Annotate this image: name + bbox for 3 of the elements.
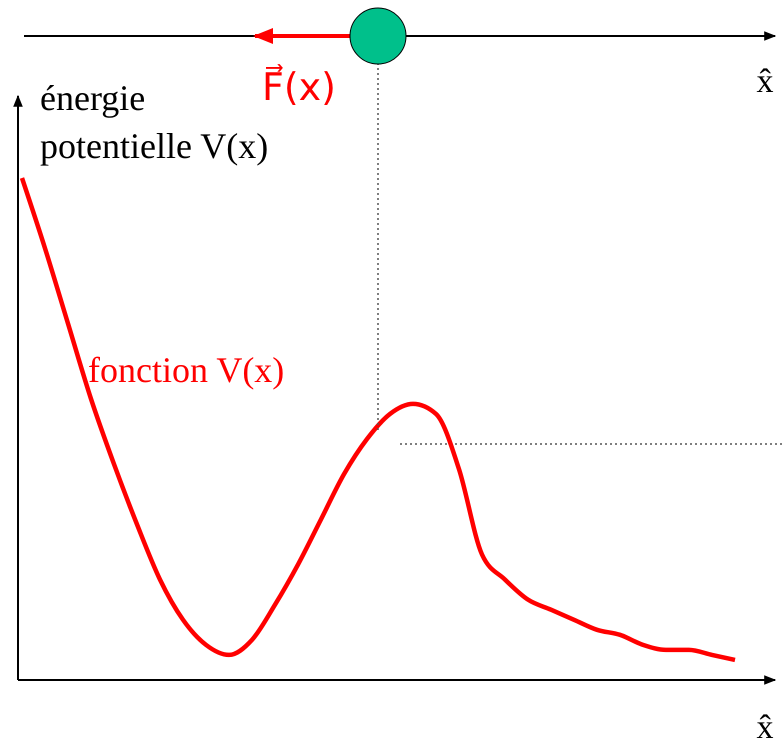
x-axis-title: x̂ xyxy=(756,709,774,744)
text: x̂ xyxy=(756,63,774,100)
annotation: fonction V(x) xyxy=(88,350,284,390)
